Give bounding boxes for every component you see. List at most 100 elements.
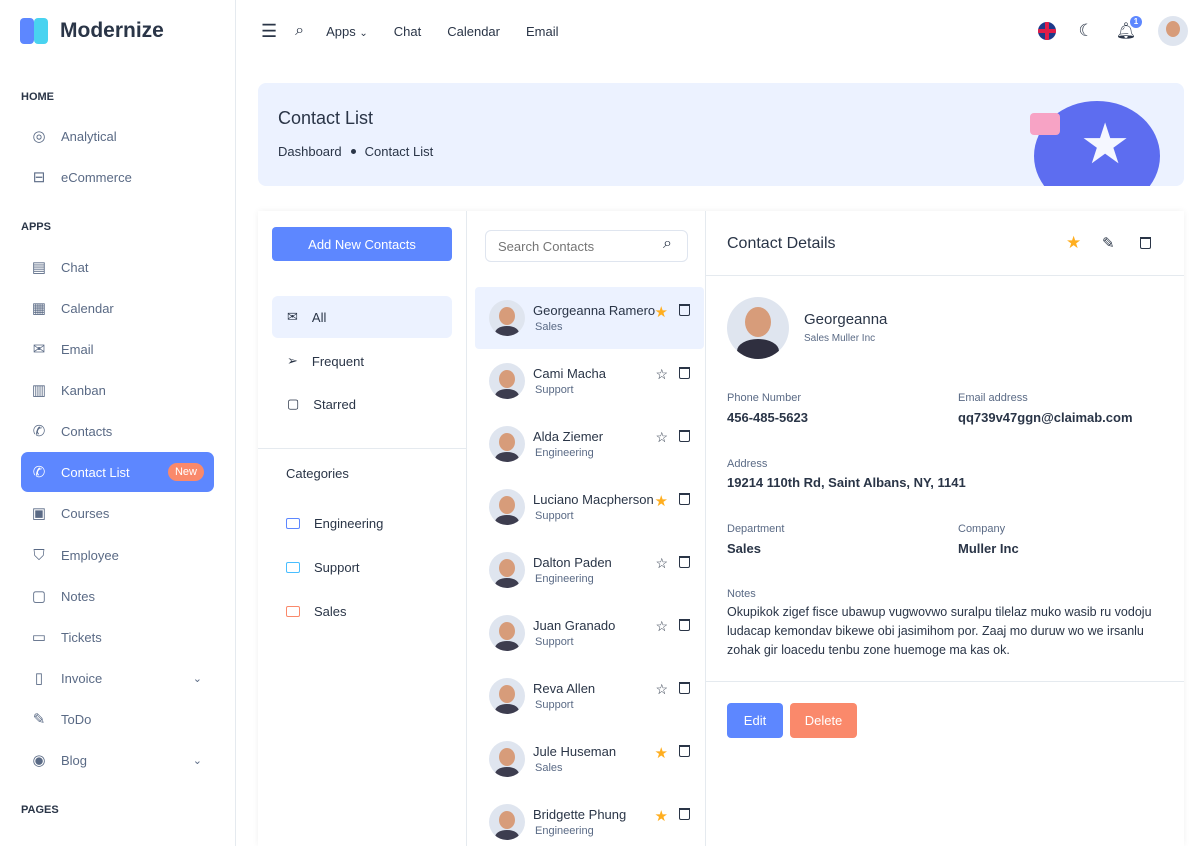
ticket-icon: ▭ <box>31 629 47 646</box>
user-avatar[interactable] <box>1158 16 1188 46</box>
sidebar-item-label: eCommerce <box>61 169 132 185</box>
filter-frequent[interactable]: ➢ Frequent <box>272 340 452 382</box>
trash-icon[interactable] <box>679 619 690 631</box>
sidebar-item-blog[interactable]: ◉ Blog ⌄ <box>21 740 214 780</box>
page-title: Contact List <box>278 108 374 128</box>
chevron-down-icon[interactable]: ⌄ <box>192 754 202 767</box>
contact-name: Reva Allen <box>533 681 596 696</box>
trash-icon[interactable] <box>679 808 690 820</box>
star-filled-icon[interactable]: ★ <box>654 304 668 321</box>
contact-list-item[interactable]: Luciano Macpherson Support ★ <box>475 476 704 538</box>
sidebar-item-todo[interactable]: ✎ ToDo <box>21 699 214 739</box>
folder-icon <box>286 562 300 573</box>
edit-button[interactable]: Edit <box>727 703 783 738</box>
sidebar-item-label: Analytical <box>61 128 117 144</box>
sidebar-item-label: Courses <box>61 505 110 521</box>
star-filled-icon[interactable]: ★ <box>654 493 668 510</box>
contact-app: Add New Contacts ✉ All ➢ Frequent ▢ Starred… <box>258 211 1184 846</box>
category-sales[interactable]: Sales <box>286 604 347 619</box>
contact-department: Engineering <box>535 825 594 837</box>
avatar <box>489 489 525 525</box>
section-apps: APPS <box>21 221 51 233</box>
sidebar-item-chat[interactable]: ▤ Chat <box>21 247 214 287</box>
star-icon[interactable]: ★ <box>1066 233 1082 252</box>
bell-icon[interactable]: 🔔︎ 1 <box>1116 16 1142 41</box>
nav-email[interactable]: Email <box>526 23 559 39</box>
uk-flag-icon[interactable] <box>1038 22 1057 40</box>
contact-list-item[interactable]: Bridgette Phung Engineering ★ <box>475 791 704 846</box>
filter-starred[interactable]: ▢ Starred <box>272 383 452 425</box>
sidebar-item-employee[interactable]: ⛉ Employee <box>21 535 214 575</box>
edit-icon[interactable]: ✎ <box>1102 235 1115 252</box>
nav-apps[interactable]: Apps ⌄ <box>326 24 368 39</box>
sidebar-item-label: ToDo <box>61 711 92 727</box>
sidebar-item-ecommerce[interactable]: ⊟ eCommerce <box>21 157 214 197</box>
search-icon[interactable]: ⌕ <box>663 235 672 252</box>
star-outline-icon[interactable]: ☆ <box>655 618 668 634</box>
contact-list-item[interactable]: Cami Macha Support ☆ <box>475 350 704 412</box>
star-outline-icon[interactable]: ☆ <box>655 429 668 445</box>
trash-icon[interactable] <box>679 556 690 568</box>
nav-calendar[interactable]: Calendar <box>447 23 500 39</box>
contact-list-item[interactable]: Alda Ziemer Engineering ☆ <box>475 413 704 475</box>
mail-icon: ✉ <box>287 309 298 324</box>
chevron-down-icon[interactable]: ⌄ <box>192 672 202 685</box>
phone-value: 456-485-5623 <box>727 410 808 425</box>
search-contacts-input[interactable] <box>485 230 688 262</box>
add-contact-button[interactable]: Add New Contacts <box>272 227 452 261</box>
folder-icon <box>286 606 300 617</box>
calendar-icon: ▦ <box>31 300 47 317</box>
avatar <box>489 300 525 336</box>
contact-name: Bridgette Phung <box>533 807 627 822</box>
menu-icon[interactable]: ☰ <box>261 20 278 41</box>
trash-icon[interactable] <box>679 430 690 442</box>
sidebar-item-label: Tickets <box>61 629 102 645</box>
contact-list-item[interactable]: Jule Huseman Sales ★ <box>475 728 704 790</box>
contact-list-item[interactable]: Reva Allen Support ☆ <box>475 665 704 727</box>
phone-icon: ✆ <box>32 464 46 481</box>
star-outline-icon[interactable]: ☆ <box>655 366 668 382</box>
moon-icon[interactable]: ☾ <box>1078 21 1094 40</box>
category-engineering[interactable]: Engineering <box>286 516 383 531</box>
star-outline-icon[interactable]: ☆ <box>655 681 668 697</box>
cart-icon: ⊟ <box>32 169 46 186</box>
star-shape-icon: ★ <box>1080 112 1131 175</box>
avatar <box>489 741 525 777</box>
contact-list-item[interactable]: Dalton Paden Engineering ☆ <box>475 539 704 601</box>
blog-icon: ◉ <box>32 752 46 769</box>
trash-icon[interactable] <box>679 304 690 316</box>
trash-icon[interactable] <box>679 682 690 694</box>
star-outline-icon[interactable]: ☆ <box>655 555 668 571</box>
sidebar-item-notes[interactable]: ▢ Notes <box>21 576 214 616</box>
contact-list-item[interactable]: Juan Granado Support ☆ <box>475 602 704 664</box>
sidebar-item-email[interactable]: ✉ Email <box>21 329 214 369</box>
sidebar-item-analytical[interactable]: ◎ Analytical <box>21 116 214 156</box>
trash-icon[interactable] <box>679 745 690 757</box>
sidebar-item-calendar[interactable]: ▦ Calendar <box>21 288 214 328</box>
sidebar-item-label: Blog <box>61 752 88 768</box>
sidebar-item-invoice[interactable]: ▯ Invoice ⌄ <box>21 658 214 698</box>
delete-icon[interactable] <box>1140 237 1151 249</box>
send-icon: ➢ <box>287 353 298 368</box>
sidebar-item-contacts[interactable]: ✆ Contacts <box>21 411 214 451</box>
search-icon[interactable]: ⌕ <box>295 22 305 39</box>
category-support[interactable]: Support <box>286 560 360 575</box>
nav-chat[interactable]: Chat <box>393 23 422 39</box>
delete-button[interactable]: Delete <box>790 703 857 738</box>
filter-all[interactable]: ✉ All <box>272 296 452 338</box>
divider <box>706 681 1184 682</box>
notes-label: Notes <box>727 588 756 600</box>
sidebar-item-kanban[interactable]: ▥ Kanban <box>21 370 214 410</box>
avatar <box>489 615 525 651</box>
sidebar-item-tickets[interactable]: ▭ Tickets <box>21 617 214 657</box>
contact-list-item[interactable]: Georgeanna Ramero Sales ★ <box>475 287 704 349</box>
breadcrumb-dashboard[interactable]: Dashboard <box>278 144 342 159</box>
star-filled-icon[interactable]: ★ <box>654 808 668 825</box>
sidebar-item-contact-list[interactable]: ✆ Contact List New <box>21 452 214 492</box>
trash-icon[interactable] <box>679 493 690 505</box>
breadcrumb-separator <box>350 149 356 154</box>
sidebar-item-courses[interactable]: ▣ Courses <box>21 493 214 533</box>
logo[interactable]: Modernize <box>20 18 164 44</box>
star-filled-icon[interactable]: ★ <box>654 745 668 762</box>
trash-icon[interactable] <box>679 367 690 379</box>
